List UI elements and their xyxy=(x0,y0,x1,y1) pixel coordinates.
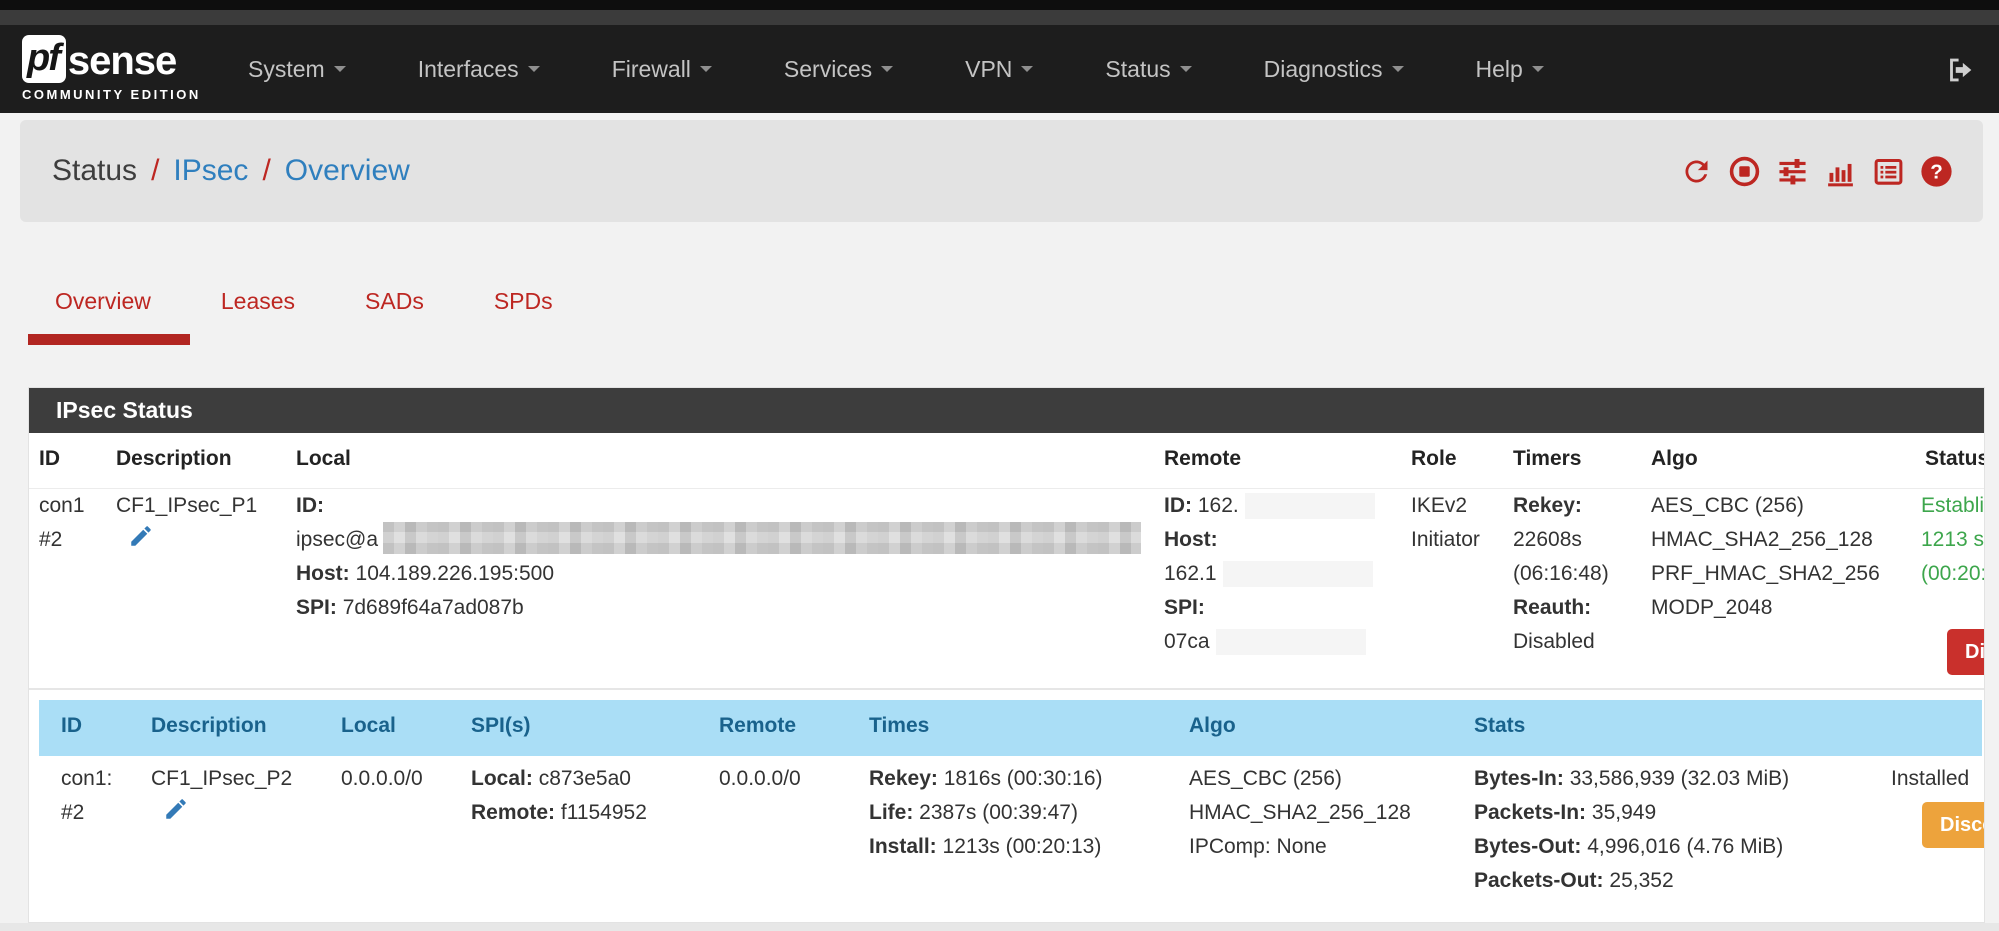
child-id-cell: con1: #2 xyxy=(61,767,113,824)
col-status: Status xyxy=(1925,447,1985,470)
stop-icon[interactable] xyxy=(1728,155,1761,188)
nav-services[interactable]: Services xyxy=(784,56,894,83)
edit-pencil-icon[interactable] xyxy=(128,523,154,560)
chevron-down-icon xyxy=(1021,66,1034,78)
col-algo: Algo xyxy=(1651,447,1698,470)
child-sa-table-header: ID Description Local SPI(s) Remote Times… xyxy=(39,700,1982,756)
nav-status[interactable]: Status xyxy=(1105,56,1192,83)
chevron-down-icon xyxy=(1391,66,1404,78)
breadcrumb-link-ipsec[interactable]: IPsec xyxy=(173,154,249,187)
sign-out-icon[interactable] xyxy=(1943,53,1977,92)
breadcrumb-panel: Status / IPsec / Overview ? xyxy=(20,120,1983,222)
child-stats-cell: Bytes-In: 33,586,939 (32.03 MiB) Packets… xyxy=(1474,767,1790,892)
chevron-down-icon xyxy=(333,66,346,78)
ike-description-cell: CF1_IPsec_P1 xyxy=(116,489,257,557)
help-icon[interactable]: ? xyxy=(1920,155,1953,188)
nav-system[interactable]: System xyxy=(248,56,346,83)
child-description-cell: CF1_IPsec_P2 xyxy=(151,762,292,830)
child-algo-cell: AES_CBC (256) HMAC_SHA2_256_128 IPComp: … xyxy=(1189,767,1411,858)
refresh-icon[interactable] xyxy=(1680,155,1713,188)
child-status-cell: Installed Disconnect xyxy=(1891,762,1984,848)
ipsec-status-panel: IPsec Status ID Description Local Remote… xyxy=(28,387,1985,923)
col-local: Local xyxy=(341,714,396,737)
nav-diagnostics[interactable]: Diagnostics xyxy=(1264,56,1404,83)
col-spis: SPI(s) xyxy=(471,714,531,737)
col-id: ID xyxy=(61,714,82,737)
ike-table-row: con1 #2 CF1_IPsec_P1 ID: ipsec@a Host: 1… xyxy=(29,489,1984,688)
ike-id-cell: con1 #2 xyxy=(39,494,85,551)
col-description: Description xyxy=(116,447,232,470)
ike-status-cell: Established 1213 s (00:20:13) Disconnect xyxy=(1921,489,1984,675)
edit-pencil-icon[interactable] xyxy=(163,796,189,833)
disconnect-button[interactable]: Disconnect xyxy=(1947,629,1984,675)
col-algo: Algo xyxy=(1189,714,1236,737)
window-top-strip xyxy=(0,0,1999,10)
col-remote: Remote xyxy=(1164,447,1242,470)
col-local: Local xyxy=(296,447,351,470)
logo-pf: pf xyxy=(22,35,66,83)
window-chrome-strip xyxy=(0,10,1999,25)
disconnect-button[interactable]: Disconnect xyxy=(1922,802,1984,848)
logo-sense: sense xyxy=(67,39,177,83)
ike-role-cell: IKEv2 Initiator xyxy=(1411,494,1480,551)
redacted-block xyxy=(1244,493,1375,520)
pfsense-logo[interactable]: pf sense COMMUNITY EDITION xyxy=(22,35,201,102)
list-icon[interactable] xyxy=(1872,155,1905,188)
ike-local-cell: ID: ipsec@a Host: 104.189.226.195:500 SP… xyxy=(296,489,1142,625)
chevron-down-icon xyxy=(1531,66,1544,78)
nav-firewall[interactable]: Firewall xyxy=(612,56,712,83)
chevron-down-icon xyxy=(527,66,540,78)
ike-timers-cell: Rekey: 22608s (06:16:48) Reauth: Disable… xyxy=(1513,494,1609,653)
tab-bar: Overview Leases SADs SPDs xyxy=(55,288,553,315)
breadcrumb-link-overview[interactable]: Overview xyxy=(284,154,410,187)
panel-title: IPsec Status xyxy=(29,388,1984,433)
ike-remote-cell: ID: 162. Host: 162.1 SPI: 07ca xyxy=(1164,489,1375,659)
col-times: Times xyxy=(869,714,930,737)
child-spis-cell: Local: c873e5a0 Remote: f1154952 xyxy=(471,767,647,824)
breadcrumb-separator: / xyxy=(262,154,271,187)
breadcrumb: Status / IPsec / Overview xyxy=(52,120,410,222)
redacted-block xyxy=(1222,561,1373,588)
top-navbar: pf sense COMMUNITY EDITION System Interf… xyxy=(0,25,1999,113)
sliders-icon[interactable] xyxy=(1776,155,1809,188)
col-stats: Stats xyxy=(1474,714,1526,737)
nav-interfaces[interactable]: Interfaces xyxy=(418,56,540,83)
breadcrumb-section: Status xyxy=(52,154,138,187)
svg-text:?: ? xyxy=(1930,160,1943,183)
col-role: Role xyxy=(1411,447,1457,470)
nav-help[interactable]: Help xyxy=(1476,56,1544,83)
child-times-cell: Rekey: 1816s (00:30:16) Life: 2387s (00:… xyxy=(869,767,1103,858)
redacted-blur xyxy=(383,522,1142,555)
tab-leases[interactable]: Leases xyxy=(220,288,296,314)
child-local-cell: 0.0.0.0/0 xyxy=(341,767,423,790)
ike-table-header: ID Description Local Remote Role Timers … xyxy=(29,433,1984,489)
status-text: Installed xyxy=(1891,767,1970,790)
chevron-down-icon xyxy=(699,66,712,78)
tab-sads[interactable]: SADs xyxy=(365,288,424,314)
col-timers: Timers xyxy=(1513,447,1582,470)
page-bottom-strip xyxy=(0,923,1999,931)
chevron-down-icon xyxy=(881,66,894,78)
col-remote: Remote xyxy=(719,714,797,737)
tab-overview[interactable]: Overview xyxy=(55,288,151,314)
chevron-down-icon xyxy=(1179,66,1192,78)
main-menu: System Interfaces Firewall Services VPN … xyxy=(248,25,1544,113)
row-separator xyxy=(29,688,1984,690)
bar-chart-icon[interactable] xyxy=(1824,155,1857,188)
child-sa-table-row: con1: #2 CF1_IPsec_P2 0.0.0.0/0 Local: c… xyxy=(29,762,1984,922)
col-id: ID xyxy=(39,447,60,470)
page-toolbar: ? xyxy=(1680,120,1953,222)
breadcrumb-separator: / xyxy=(151,154,160,187)
active-tab-underline xyxy=(28,334,190,345)
logo-edition: COMMUNITY EDITION xyxy=(22,87,201,102)
nav-vpn[interactable]: VPN xyxy=(965,56,1034,83)
ike-algo-cell: AES_CBC (256) HMAC_SHA2_256_128 PRF_HMAC… xyxy=(1651,494,1880,619)
redacted-block xyxy=(1215,629,1366,656)
col-description: Description xyxy=(151,714,267,737)
child-remote-cell: 0.0.0.0/0 xyxy=(719,767,801,790)
tab-spds[interactable]: SPDs xyxy=(493,288,553,314)
